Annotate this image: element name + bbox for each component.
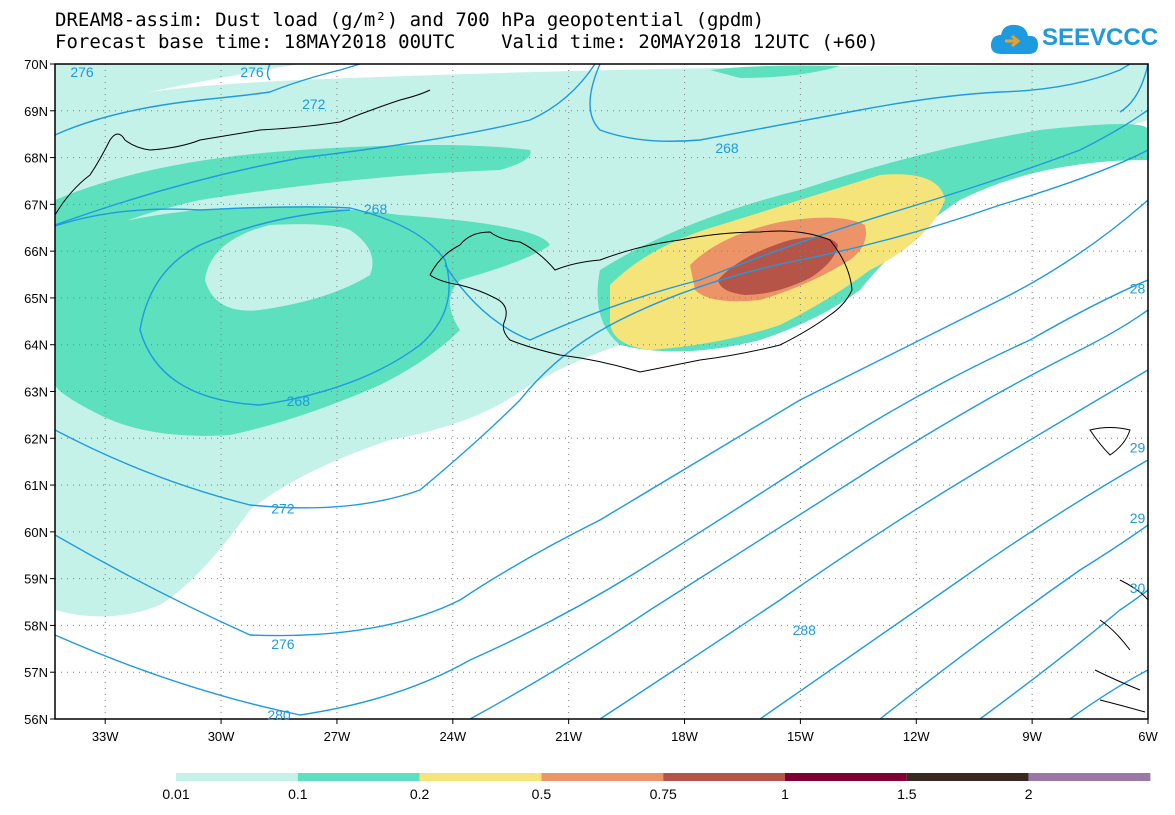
lat-tick-label: 57N	[24, 665, 48, 680]
colorbar-swatch	[663, 773, 785, 781]
contour-label: 29	[1130, 510, 1146, 526]
lat-tick-label: 66N	[24, 244, 48, 259]
dust-layer-0p75	[718, 236, 838, 295]
colorbar-label: 1	[781, 786, 789, 802]
map-title: DREAM8-assim: Dust load (g/m²) and 700 h…	[55, 9, 765, 31]
colorbar-label: 2	[1025, 786, 1033, 802]
colorbar-label: 0.2	[410, 786, 430, 802]
lon-axis: 33W 30W 27W 24W 21W 18W 15W 12W 9W 6W	[92, 719, 1158, 744]
logo-text: SEEVCCC	[1042, 24, 1159, 51]
lon-tick-label: 33W	[92, 729, 119, 744]
colorbar-swatch	[297, 773, 420, 781]
geopotential-contours	[55, 64, 1148, 719]
lat-tick-label: 70N	[24, 57, 48, 72]
lon-tick-label: 30W	[208, 729, 235, 744]
lon-tick-label: 21W	[555, 729, 582, 744]
lat-tick-label: 58N	[24, 618, 48, 633]
cloud-logo-icon	[990, 24, 1038, 54]
contour-label: 28	[1130, 281, 1146, 297]
colorbar-label: 0.5	[532, 786, 552, 802]
lon-tick-label: 24W	[439, 729, 466, 744]
contour-label: 272	[271, 500, 295, 516]
lat-tick-label: 65N	[24, 291, 48, 306]
lon-tick-label: 6W	[1138, 729, 1158, 744]
contour-label: 268	[364, 201, 388, 217]
contour-label: 268	[287, 393, 311, 409]
contour-labels: 276 272 268 268 268 272 276 280 288 28 29 29 30 276	[70, 64, 1146, 723]
lon-tick-label: 12W	[903, 729, 930, 744]
lon-tick-label: 15W	[787, 729, 814, 744]
colorbar-swatch	[541, 773, 664, 781]
colorbar-label: 0.1	[288, 786, 308, 802]
contour-label: 276	[271, 636, 295, 652]
lat-lon-grid	[55, 64, 1148, 719]
contour-label: 288	[793, 622, 817, 638]
coastlines	[55, 89, 1148, 713]
lon-tick-label: 9W	[1022, 729, 1042, 744]
colorbar: 0.01 0.1 0.2 0.5 0.75 1 1.5 2	[162, 773, 1151, 802]
contour-label: 276	[240, 64, 264, 80]
lat-tick-label: 64N	[24, 338, 48, 353]
lat-axis: 70N 69N 68N 67N 66N 65N 64N 63N 62N 61N 60N 59N 58N 5…	[24, 57, 55, 727]
contour-label: 280	[267, 707, 291, 723]
colorbar-label: 0.01	[162, 786, 189, 802]
dust-layer-hole	[205, 224, 373, 311]
contour-label: 29	[1130, 440, 1146, 456]
contour-label: 276	[70, 64, 94, 80]
colorbar-swatch	[1028, 773, 1151, 781]
lat-tick-label: 69N	[24, 104, 48, 119]
contour-label: 268	[715, 140, 739, 156]
colorbar-label: 0.75	[650, 786, 677, 802]
lat-tick-label: 68N	[24, 151, 48, 166]
lat-tick-label: 63N	[24, 385, 48, 400]
colorbar-swatch	[785, 773, 907, 781]
map-area	[55, 64, 1148, 719]
colorbar-swatch	[176, 773, 298, 781]
contour-label: 272	[302, 96, 326, 112]
contour-label: 30	[1130, 580, 1146, 596]
colorbar-swatch	[419, 773, 542, 781]
map-subtitle: Forecast base time: 18MAY2018 00UTC Vali…	[55, 31, 879, 53]
lat-tick-label: 61N	[24, 478, 48, 493]
lon-tick-label: 18W	[671, 729, 698, 744]
lon-tick-label: 27W	[324, 729, 351, 744]
colorbar-label: 1.5	[897, 786, 917, 802]
lat-tick-label: 60N	[24, 525, 48, 540]
lat-tick-label: 67N	[24, 197, 48, 212]
lat-tick-label: 56N	[24, 712, 48, 727]
colorbar-swatch	[906, 773, 1029, 781]
lat-tick-label: 62N	[24, 431, 48, 446]
lat-tick-label: 59N	[24, 572, 48, 587]
